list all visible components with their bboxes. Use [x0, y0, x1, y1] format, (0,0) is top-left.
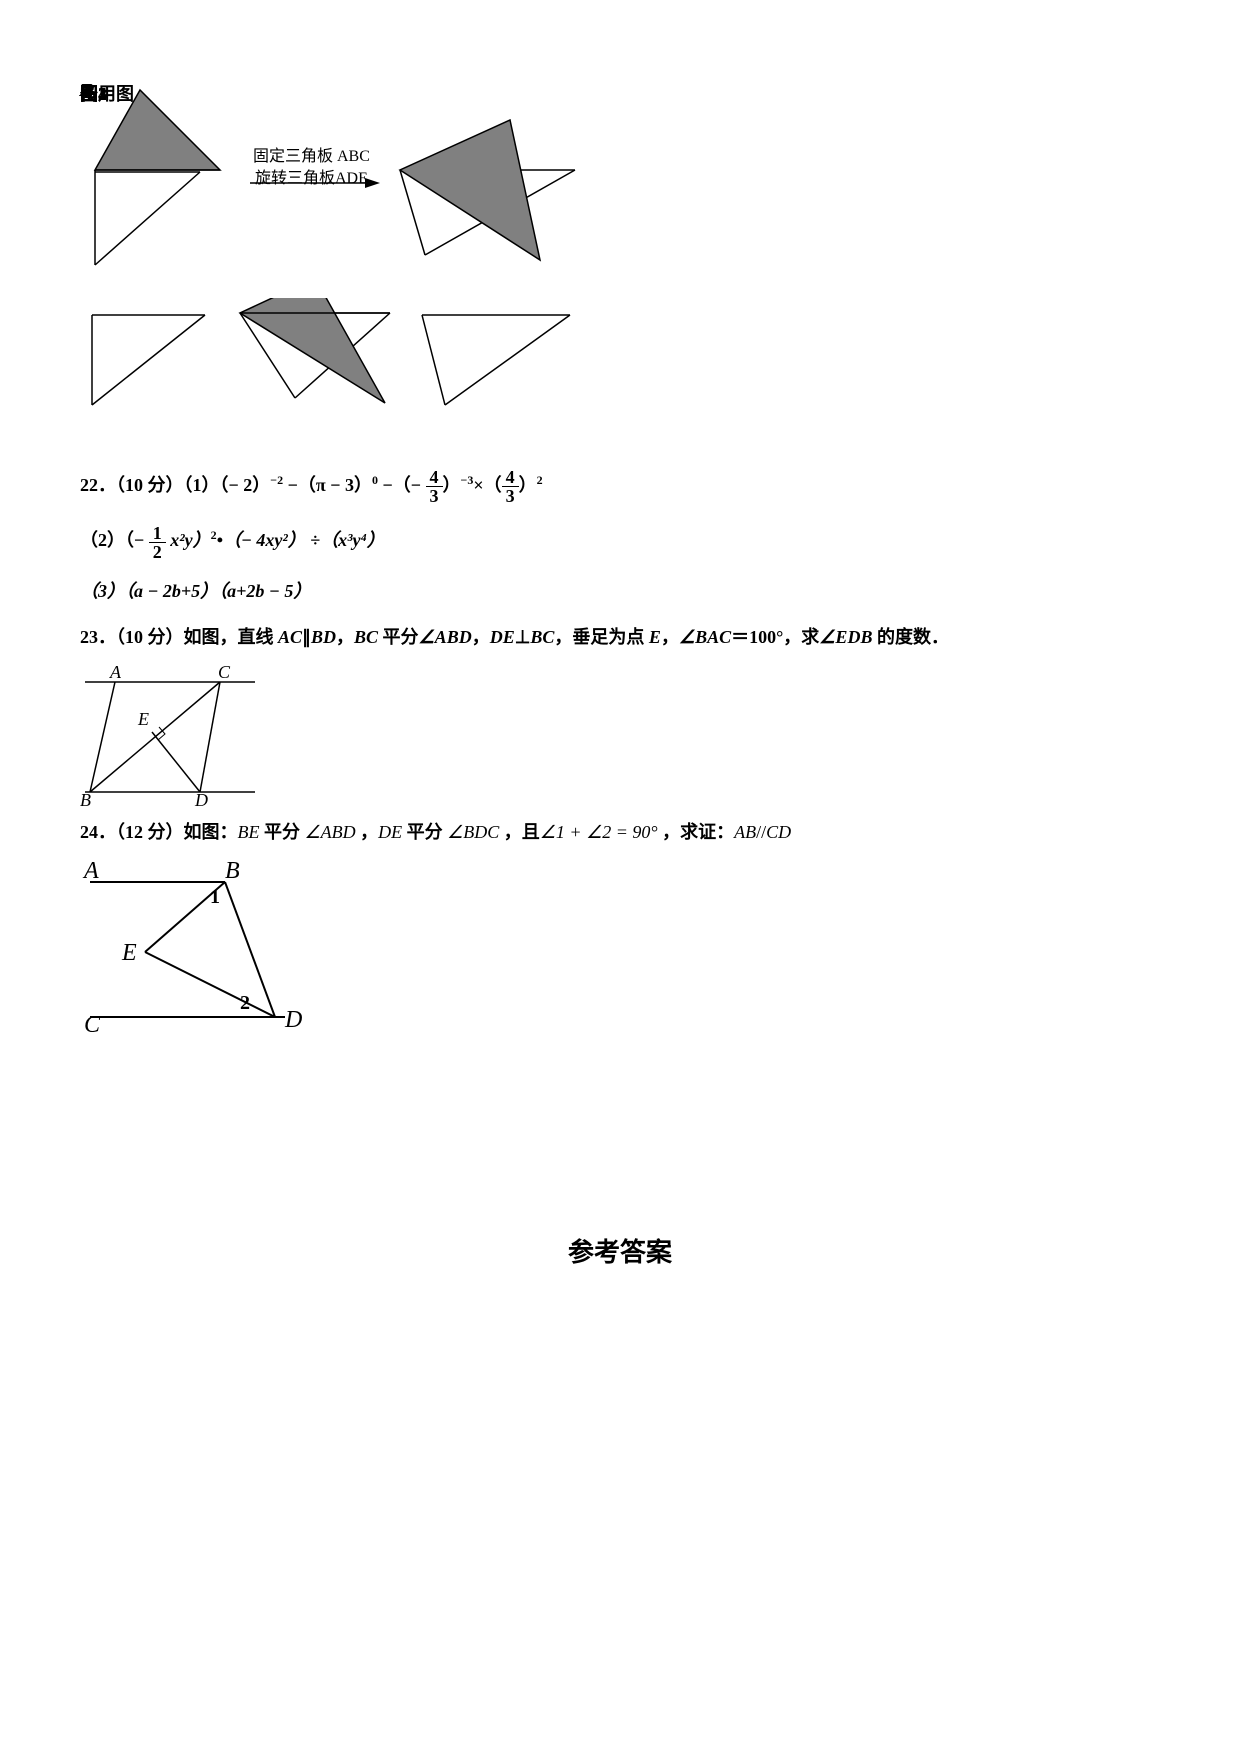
q24: 24．（12 分）如图：BE 平分 ∠ABD ，DE 平分 ∠BDC ，且∠1 …: [80, 816, 1160, 848]
q23-edb: ∠EDB: [819, 627, 872, 647]
q23-abd: ∠ABD: [419, 627, 472, 647]
q22-e1: −2: [270, 473, 283, 487]
q23f-D: D: [195, 790, 208, 811]
q23-figure: A B C D E: [80, 667, 260, 802]
q22-e4: 2: [537, 473, 543, 487]
q22-1d: ）: [443, 475, 461, 495]
arrow-text-block: 固定三角板 ABC 旋转三角板ADE: [253, 146, 370, 190]
q23-bc2: BC: [530, 627, 554, 647]
q24-de: DE: [378, 822, 402, 842]
figure-spare-svg: [410, 305, 590, 415]
q23-svg: [80, 667, 260, 802]
q24-number: 24．: [80, 822, 116, 842]
arrow-bottom: 旋转三角板ADE: [255, 170, 368, 187]
q24-t2: 平分: [260, 822, 305, 842]
q24-ab: AB: [734, 822, 756, 842]
q23-t4: ，: [472, 627, 490, 647]
figure-1-svg: [80, 80, 250, 280]
q22-1c: −（−: [378, 475, 426, 495]
q22-1b: −（π − 3）: [283, 475, 372, 495]
q22-f2: 43: [502, 468, 519, 505]
q23-ac: AC: [278, 627, 302, 647]
q23-e: E: [649, 627, 661, 647]
q23-bc: BC: [354, 627, 378, 647]
q24-t4: 平分: [402, 822, 447, 842]
q24-bdc: ∠BDC: [447, 822, 499, 842]
q24-cd: CD: [766, 822, 791, 842]
q23-points: （10 分）: [116, 627, 184, 647]
q22: 22．（10 分）（1）（− 2）−2 −（π − 3）0 −（− 43）−3×…: [80, 464, 1160, 505]
q23-bd: BD: [311, 627, 336, 647]
q23-t1: 如图，直线: [184, 627, 279, 647]
q23-para: ∥: [302, 627, 311, 647]
q24-t3: ，: [356, 822, 379, 842]
q22-p3: （3）（a − 2b+5）（a+2b − 5）: [80, 575, 1160, 607]
q23-perp: ⊥: [515, 627, 531, 647]
q23-number: 23．: [80, 627, 116, 647]
q24f-D: D: [285, 1007, 302, 1034]
q23-eq: ＝: [731, 627, 749, 647]
q24f-A: A: [84, 858, 99, 885]
q24-eq: = 90°: [611, 822, 657, 842]
q23f-C: C: [218, 662, 230, 683]
q22-2b: x²y）: [166, 530, 211, 550]
answer-title: 参考答案: [80, 1232, 1160, 1269]
q24f-E: E: [122, 940, 137, 967]
q23-t6: ，: [661, 627, 679, 647]
q24-figure: A B C D E 1 2: [80, 862, 310, 1032]
q23-val: 100°: [749, 627, 783, 647]
top-figure-block: A B C D E 图1 固定三角板 ABC 旋转三角板ADE A B C D …: [80, 80, 640, 450]
q23f-B: B: [80, 790, 91, 811]
q24f-C: C: [84, 1012, 100, 1039]
figure-2-svg: [390, 110, 600, 290]
q24-t5: ，且: [499, 822, 540, 842]
q23-bac: ∠BAC: [679, 627, 731, 647]
q24-be: BE: [238, 822, 260, 842]
q22-e3: −3: [461, 473, 474, 487]
q24-para: //: [756, 822, 766, 842]
q24-points: （12 分）: [116, 822, 184, 842]
figure-4-svg: [225, 298, 405, 428]
spare-label: 备用图: [80, 80, 134, 106]
q23-t3: 平分: [378, 627, 419, 647]
q23-de: DE: [490, 627, 515, 647]
q22-f3: 12: [149, 524, 166, 561]
q23f-A: A: [110, 662, 121, 683]
q23-t2: ，: [336, 627, 354, 647]
q22-1f: ）: [519, 475, 537, 495]
q23: 23．（10 分）如图，直线 AC∥BD，BC 平分∠ABD，DE⊥BC，垂足为…: [80, 621, 1160, 653]
q24-t1: 如图：: [184, 822, 238, 842]
q23f-E: E: [138, 709, 149, 730]
arrow-top: 固定三角板 ABC: [253, 148, 370, 165]
q23-t7: ，求: [783, 627, 819, 647]
q23-t8: 的度数．: [872, 627, 949, 647]
q22-f1: 43: [426, 468, 443, 505]
q22-2a: （2）（−: [80, 530, 149, 550]
q22-number: 22．: [80, 475, 116, 495]
q22-3: （3）（a − 2b+5）（a+2b − 5）: [80, 581, 311, 601]
q23-t5: ，垂足为点: [554, 627, 649, 647]
q24-plus: +: [565, 822, 586, 842]
q22-2c: •（− 4xy²） ÷（x³y⁴）: [217, 530, 385, 550]
q22-1a: （1）（− 2）: [184, 475, 271, 495]
q24f-1: 1: [210, 886, 220, 909]
q22-1e: ×（: [473, 475, 501, 495]
q24-t6: ，求证：: [658, 822, 735, 842]
q24-a2: ∠2: [586, 822, 611, 842]
q22-points: （10 分）: [116, 475, 184, 495]
q24-svg: [80, 862, 310, 1032]
q24-a1: ∠1: [540, 822, 565, 842]
q24f-B: B: [225, 858, 240, 885]
figure-3-svg: [80, 305, 225, 415]
q24f-2: 2: [240, 992, 250, 1015]
q22-p2: （2）（− 12 x²y）2•（− 4xy²） ÷（x³y⁴）: [80, 519, 1160, 560]
q24-abd: ∠ABD: [305, 822, 356, 842]
